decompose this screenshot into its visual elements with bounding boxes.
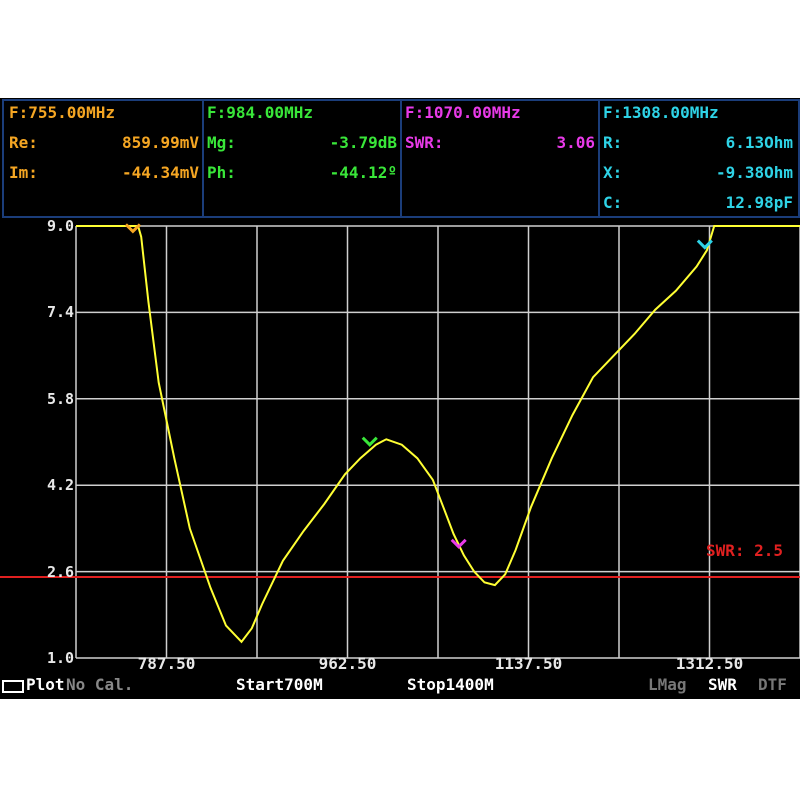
y-tick-label: 4.2 <box>47 476 75 495</box>
start-frequency[interactable]: Start700M <box>236 675 323 694</box>
calibration-status: No Cal. <box>66 675 134 694</box>
marker-1-frequency: F:755.00MHz <box>9 103 115 122</box>
marker-4-c-value: 12.98pF <box>725 193 793 212</box>
marker-1-im-label: Im: <box>9 163 38 182</box>
marker-3-frequency: F:1070.00MHz <box>405 103 521 122</box>
marker-4-c-label: C: <box>603 193 623 212</box>
marker-1-re-value: 859.99mV <box>121 133 199 152</box>
marker-4-x-value: -9.38Ohm <box>715 163 793 182</box>
y-tick-label: 7.4 <box>47 303 75 322</box>
plot-mode-label[interactable]: Plot <box>26 675 65 694</box>
marker-4-r-value: 6.13Ohm <box>725 133 793 152</box>
x-tick-label: 787.50 <box>137 654 196 673</box>
x-tick-label: 1137.50 <box>494 654 563 673</box>
analyzer-screen: F:755.00MHz Re: 859.99mV Im: -44.34mV F:… <box>0 98 800 699</box>
marker-caret-4 <box>696 239 713 250</box>
marker-1-im-value: -44.34mV <box>121 163 199 182</box>
x-tick-label: 962.50 <box>318 654 377 673</box>
y-tick-label: 9.0 <box>47 217 75 235</box>
x-tick-label: 1312.50 <box>675 654 744 673</box>
marker-2-mg-label: Mg: <box>207 133 236 152</box>
marker-points <box>124 223 713 549</box>
marker-2-mg-value: -3.79dB <box>329 133 397 152</box>
marker-1-panel: F:755.00MHz Re: 859.99mV Im: -44.34mV <box>2 99 204 218</box>
marker-3-panel: F:1070.00MHz SWR: 3.06 <box>400 99 600 218</box>
marker-2-frequency: F:984.00MHz <box>207 103 313 122</box>
swr-reference-label: SWR: 2.5 <box>706 541 784 560</box>
marker-3-swr-value: 3.06 <box>556 133 595 152</box>
swr-plot <box>0 223 800 659</box>
plot-grid <box>75 225 800 659</box>
swr-trace <box>76 225 800 644</box>
marker-4-panel: F:1308.00MHz R: 6.13Ohm X: -9.38Ohm C: 1… <box>598 99 800 218</box>
y-tick-label: 5.8 <box>47 389 75 408</box>
stop-frequency[interactable]: Stop1400M <box>407 675 494 694</box>
marker-1-re-label: Re: <box>9 133 38 152</box>
y-tick-label: 1.0 <box>47 649 75 667</box>
marker-2-ph-label: Ph: <box>207 163 236 182</box>
battery-icon <box>2 680 24 693</box>
marker-4-x-label: X: <box>603 163 623 182</box>
lmag-mode[interactable]: LMag <box>648 675 687 694</box>
marker-4-r-label: R: <box>603 133 623 152</box>
marker-caret-2 <box>361 436 378 447</box>
marker-caret-3 <box>450 538 467 549</box>
marker-2-ph-value: -44.12º <box>329 163 397 182</box>
marker-4-frequency: F:1308.00MHz <box>603 103 719 122</box>
swr-mode[interactable]: SWR <box>708 675 737 694</box>
y-tick-label: 2.6 <box>47 562 75 581</box>
swr-trace-line <box>76 225 800 644</box>
marker-3-swr-label: SWR: <box>405 133 444 152</box>
marker-caret-1 <box>124 223 141 234</box>
dtf-mode[interactable]: DTF <box>758 675 787 694</box>
